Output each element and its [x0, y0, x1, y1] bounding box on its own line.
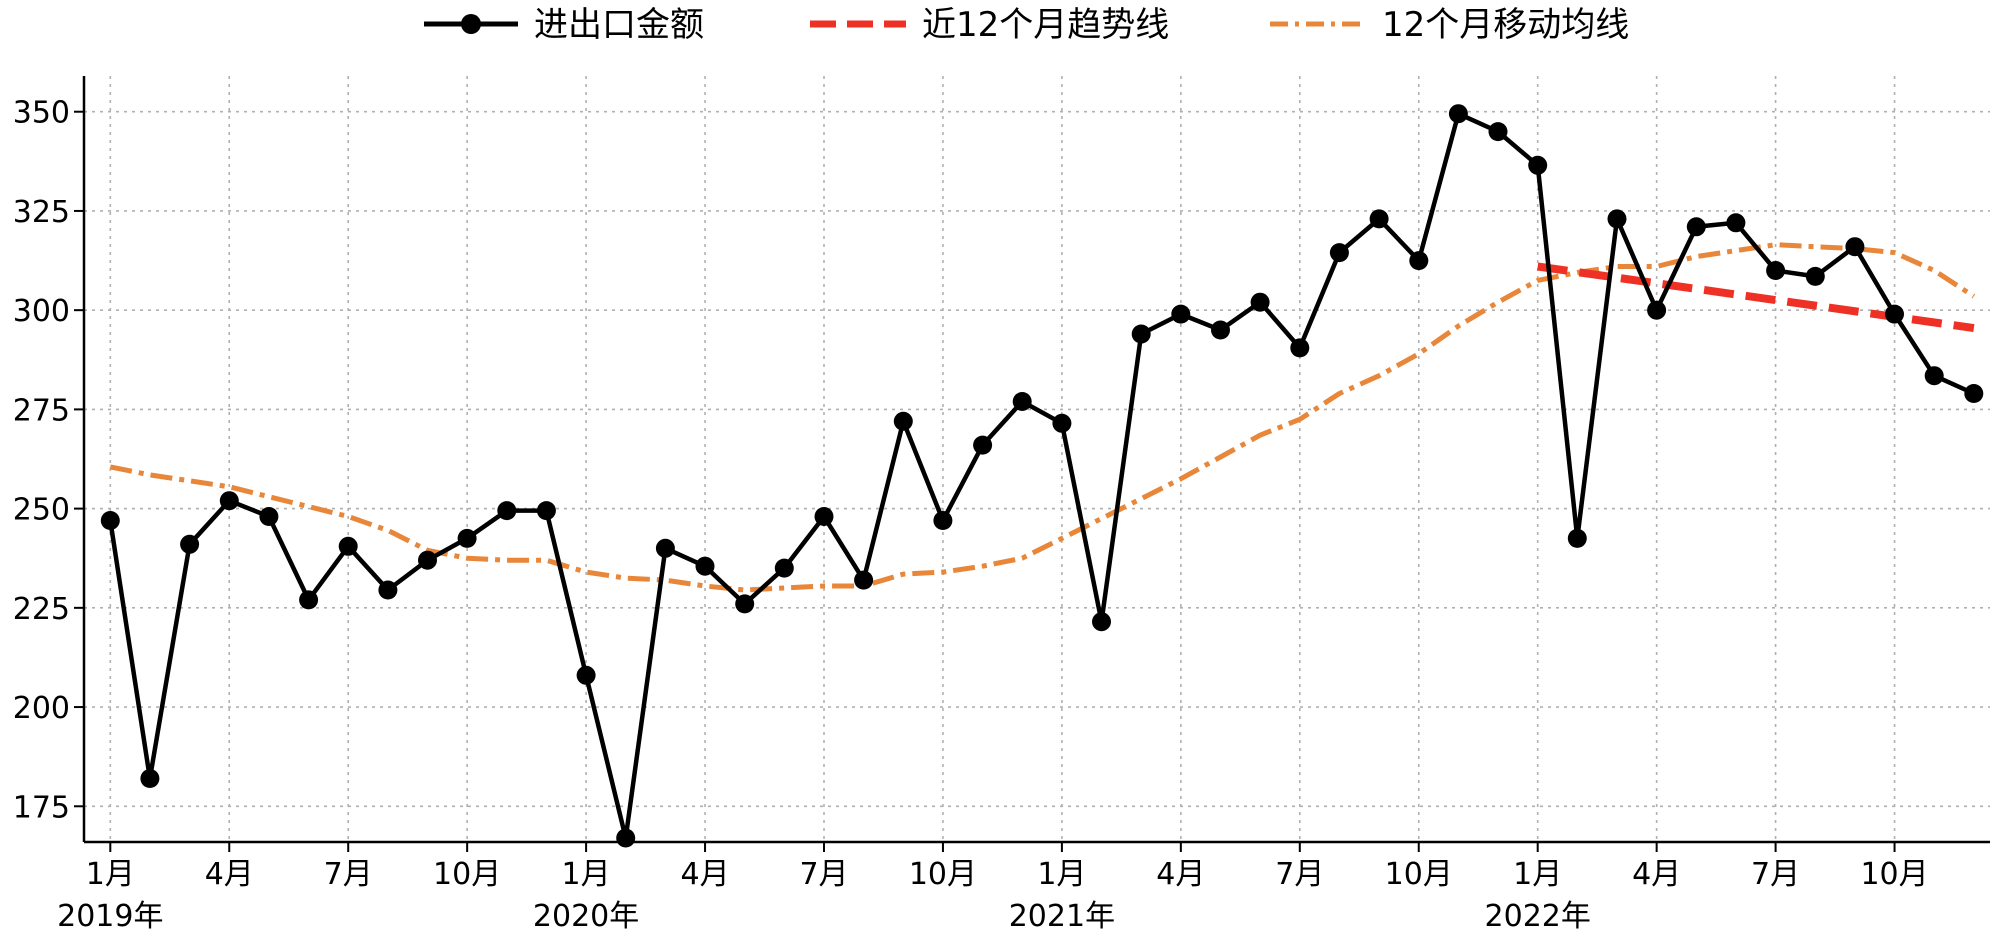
data-point-actual [1964, 384, 1984, 403]
data-point-actual [1647, 300, 1667, 320]
x-tick-label: 1月 [1513, 857, 1562, 892]
y-tick-label: 275 [13, 393, 70, 428]
x-year-label: 2022年 [1485, 899, 1591, 934]
x-tick-label: 10月 [1385, 857, 1453, 892]
x-tick-label: 4月 [681, 857, 730, 892]
y-tick-label: 175 [13, 790, 70, 825]
ticks-layer: 175 200 225 250 275 300 325 350 1月 4月 7月 10月 1月 4月 7月 1… [13, 96, 1929, 934]
data-point-actual [1369, 209, 1389, 229]
data-point-actual [1924, 366, 1944, 386]
data-point-actual [180, 534, 200, 554]
data-point-actual [1290, 338, 1310, 358]
data-point-actual [735, 594, 755, 614]
data-point-actual [1686, 217, 1706, 237]
data-point-actual [497, 501, 517, 521]
x-tick-label: 7月 [1751, 857, 1800, 892]
y-tick-label: 350 [13, 96, 70, 131]
data-point-actual [1092, 612, 1111, 632]
x-year-label: 2019年 [57, 899, 163, 934]
data-point-actual [299, 590, 319, 610]
legend-label-trend: 近12个月趋势线 [922, 5, 1169, 45]
legend: 进出口金额 近12个月趋势线 12个月移动均线 [424, 5, 1629, 45]
data-point-actual [893, 411, 913, 431]
data-point-actual [1131, 324, 1151, 344]
data-point-actual [1528, 155, 1548, 175]
axes-layer [82, 76, 1990, 844]
x-tick-label: 7月 [799, 857, 848, 892]
series-line-trend [1537, 262, 1975, 332]
x-tick-label: 1月 [562, 857, 611, 892]
data-point-actual [1211, 320, 1230, 340]
legend-marker-actual [461, 14, 481, 34]
data-point-actual [576, 665, 596, 685]
x-tick-label: 4月 [205, 857, 254, 892]
data-point-actual [933, 511, 953, 530]
x-tick-label: 7月 [1275, 857, 1324, 892]
data-point-actual [695, 556, 715, 576]
data-point-actual [1726, 213, 1746, 233]
data-point-actual [973, 435, 993, 455]
data-point-actual [1329, 243, 1349, 263]
data-point-actual [1409, 251, 1429, 271]
data-point-actual [854, 570, 874, 590]
data-point-actual [100, 511, 120, 530]
grid-layer [84, 76, 1990, 842]
data-point-actual [616, 828, 636, 848]
y-tick-label: 300 [13, 294, 70, 329]
legend-label-moving-average: 12个月移动均线 [1382, 5, 1629, 45]
data-point-actual [1607, 209, 1627, 229]
legend-label-actual: 进出口金额 [534, 5, 704, 45]
x-tick-label: 1月 [1037, 857, 1086, 892]
data-point-actual [338, 536, 358, 556]
series-line-moving-average [109, 242, 1976, 593]
data-point-actual [378, 580, 398, 600]
data-point-actual [1448, 104, 1468, 124]
data-point-actual [1845, 237, 1865, 257]
data-point-actual [1805, 266, 1825, 286]
data-point-actual [1488, 122, 1508, 142]
data-point-actual [774, 558, 794, 578]
data-point-actual [457, 528, 477, 548]
data-point-actual [140, 769, 160, 788]
x-tick-label: 4月 [1632, 857, 1681, 892]
data-point-actual [1250, 292, 1270, 312]
data-point-actual [1567, 528, 1587, 548]
x-tick-label: 4月 [1156, 857, 1205, 892]
y-tick-label: 250 [13, 493, 70, 528]
y-tick-label: 200 [13, 691, 70, 726]
x-tick-label: 7月 [324, 857, 373, 892]
x-tick-label: 10月 [1860, 857, 1928, 892]
series-layer [100, 104, 1984, 848]
legend-item-moving-average: 12个月移动均线 [1270, 5, 1629, 45]
y-tick-label: 325 [13, 195, 70, 230]
y-tick-label: 225 [13, 592, 70, 627]
data-point-actual [1052, 413, 1072, 433]
data-point-actual [418, 550, 437, 570]
data-point-actual [1885, 304, 1904, 324]
x-tick-label: 1月 [86, 857, 135, 892]
x-tick-label: 10月 [909, 857, 977, 892]
data-point-actual [1171, 304, 1191, 324]
data-point-actual [1766, 261, 1786, 280]
x-year-label: 2021年 [1009, 899, 1115, 934]
x-tick-label: 10月 [433, 857, 501, 892]
data-point-actual [1012, 392, 1032, 411]
data-point-actual [655, 538, 675, 558]
data-point-actual [814, 507, 834, 526]
data-point-actual [219, 491, 239, 511]
legend-item-actual: 进出口金额 [424, 5, 704, 45]
data-point-actual [536, 501, 556, 521]
legend-item-trend: 近12个月趋势线 [810, 5, 1169, 45]
x-year-label: 2020年 [533, 899, 639, 934]
data-point-actual [259, 507, 279, 526]
